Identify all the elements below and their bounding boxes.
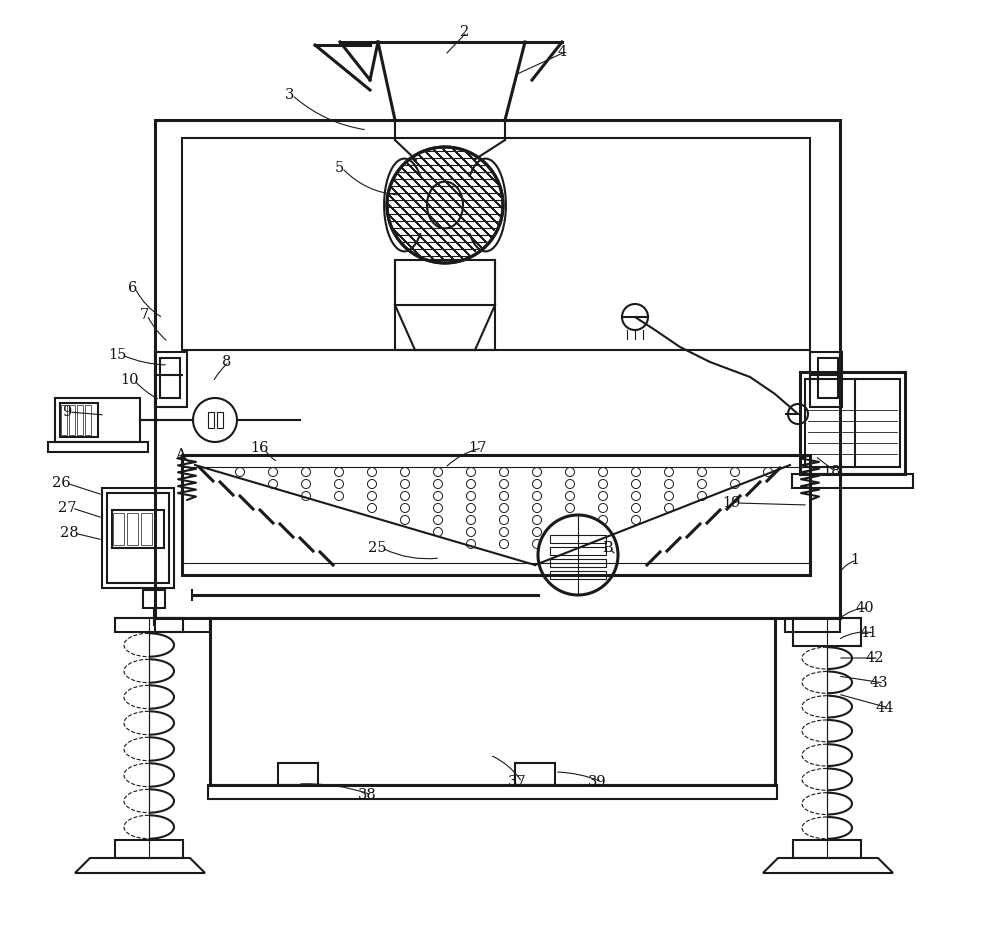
Bar [208, 412, 214, 428]
Bar [115, 618, 183, 632]
Bar [77, 405, 83, 435]
Bar [155, 120, 840, 618]
Circle shape [427, 187, 463, 223]
Text: 25: 25 [368, 541, 386, 555]
Text: 5: 5 [335, 161, 344, 175]
Text: 27: 27 [58, 501, 76, 515]
Bar [550, 559, 606, 567]
Circle shape [193, 398, 237, 442]
Bar [800, 372, 905, 474]
Text: 39: 39 [588, 775, 607, 789]
Bar [69, 405, 75, 435]
Text: 44: 44 [875, 701, 894, 715]
Bar [805, 379, 900, 467]
Bar [60, 403, 98, 437]
Bar [395, 260, 495, 350]
Circle shape [622, 304, 648, 330]
Bar [112, 510, 164, 548]
Text: 38: 38 [358, 788, 377, 802]
Bar [550, 547, 606, 555]
Text: 4: 4 [558, 45, 567, 59]
Bar [793, 840, 861, 858]
Bar [210, 618, 775, 785]
Text: 19: 19 [722, 496, 740, 510]
Circle shape [387, 147, 503, 263]
Bar [113, 513, 124, 545]
Polygon shape [75, 858, 205, 873]
Bar [182, 138, 810, 350]
Text: 17: 17 [468, 441, 486, 455]
Text: B: B [602, 541, 613, 555]
Bar [155, 618, 210, 632]
Bar [810, 352, 842, 407]
Bar [160, 358, 180, 398]
Polygon shape [763, 858, 893, 873]
Bar [278, 763, 318, 785]
Text: 3: 3 [285, 88, 294, 102]
Bar [793, 618, 861, 646]
Bar [48, 442, 148, 452]
Bar [107, 493, 169, 583]
Text: 41: 41 [860, 626, 878, 640]
Bar [785, 618, 840, 632]
Text: 7: 7 [140, 308, 149, 322]
Text: 42: 42 [865, 651, 884, 665]
Text: 26: 26 [52, 476, 71, 490]
Bar [127, 513, 138, 545]
Text: 2: 2 [460, 25, 469, 39]
Text: 6: 6 [128, 281, 137, 295]
Text: 43: 43 [870, 676, 889, 690]
Text: A: A [175, 448, 186, 462]
Text: 18: 18 [822, 465, 840, 479]
Text: 37: 37 [508, 775, 527, 789]
Bar [217, 412, 223, 428]
Bar [550, 571, 606, 579]
Bar [55, 398, 140, 442]
Ellipse shape [427, 181, 463, 228]
Text: 1: 1 [850, 553, 859, 567]
Bar [818, 358, 838, 398]
Bar [550, 535, 606, 543]
Bar [792, 474, 913, 488]
Text: 10: 10 [120, 373, 138, 387]
Bar [102, 488, 174, 588]
Bar [115, 840, 183, 858]
Text: 28: 28 [60, 526, 79, 540]
Text: 40: 40 [855, 601, 874, 615]
Bar [143, 590, 165, 608]
Bar [515, 763, 555, 785]
Bar [182, 455, 810, 575]
Bar [61, 405, 67, 435]
Circle shape [788, 404, 808, 424]
Bar [155, 352, 187, 407]
Circle shape [538, 515, 618, 595]
Bar [141, 513, 152, 545]
Text: 8: 8 [222, 355, 231, 369]
Text: 15: 15 [108, 348, 126, 362]
Text: 16: 16 [250, 441, 268, 455]
Bar [208, 785, 777, 799]
Bar [85, 405, 91, 435]
Text: 9: 9 [62, 405, 71, 419]
